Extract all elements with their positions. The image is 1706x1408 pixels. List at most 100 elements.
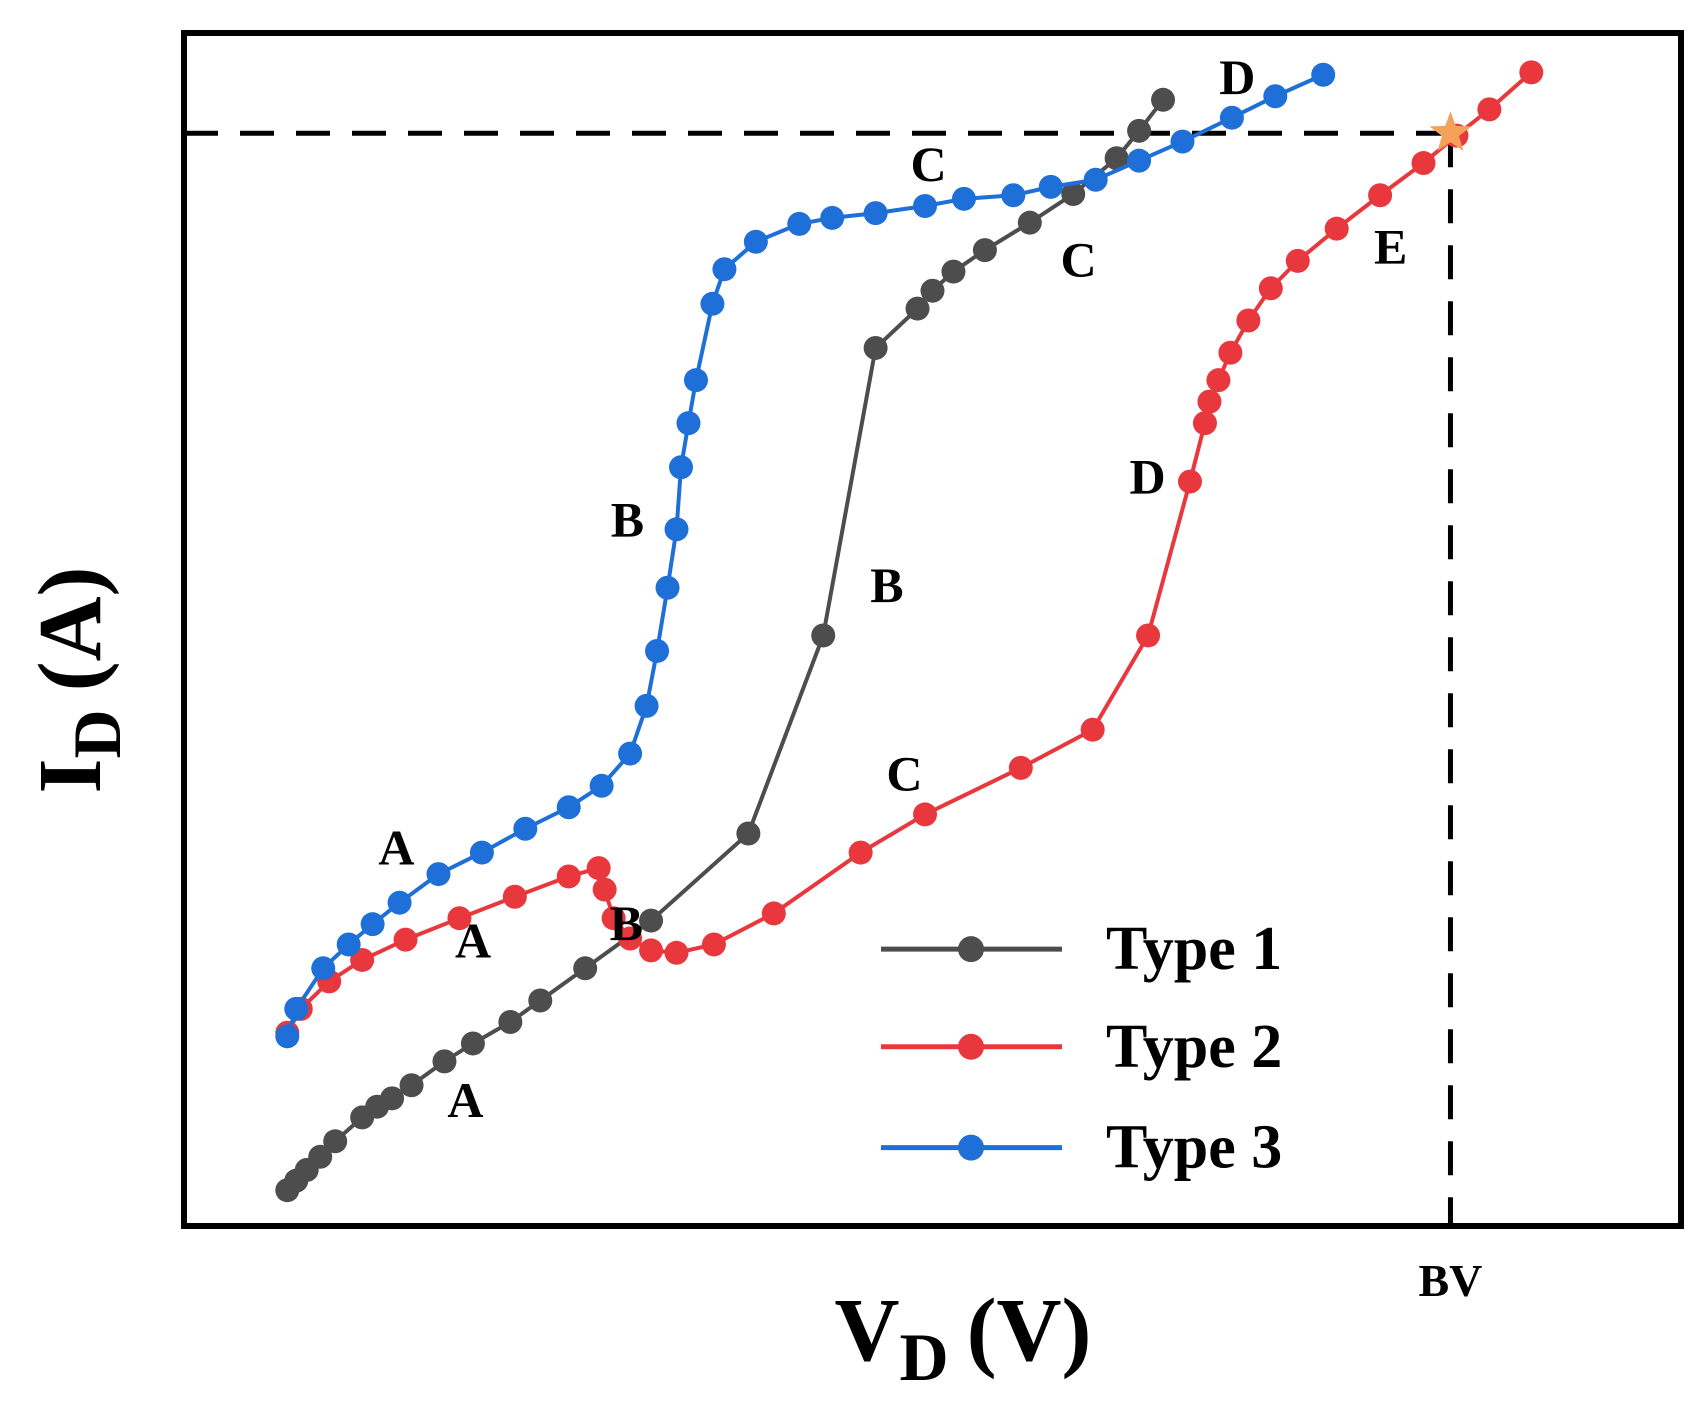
marker [460, 1031, 485, 1056]
y-axis-label: ID (A) [21, 566, 135, 793]
marker [1127, 118, 1152, 143]
plot-frame [181, 30, 1684, 1229]
annotation: A [455, 913, 491, 969]
marker [1083, 167, 1108, 192]
marker [387, 890, 412, 915]
marker [586, 856, 611, 881]
legend-marker [958, 1033, 984, 1060]
marker [664, 940, 689, 965]
annotation: A [378, 819, 414, 875]
marker [639, 938, 664, 963]
x-tick-label: BV [1419, 1255, 1483, 1306]
marker [1206, 368, 1231, 393]
marker [1236, 308, 1261, 333]
marker [811, 623, 836, 648]
annotation: C [886, 746, 922, 802]
marker [1263, 84, 1288, 109]
y-label-main: I [21, 759, 120, 794]
marker [1136, 623, 1161, 648]
x-label-main: V [834, 1281, 899, 1380]
marker [399, 1073, 424, 1098]
marker [1001, 183, 1026, 208]
legend-marker [958, 1134, 984, 1161]
marker [787, 211, 812, 236]
marker [618, 741, 643, 766]
marker [528, 988, 553, 1013]
bv-star [1429, 111, 1472, 152]
annotation: C [910, 136, 946, 192]
marker [863, 201, 888, 226]
annotation: B [870, 557, 903, 613]
marker [700, 291, 725, 316]
y-label-unit: (A) [21, 566, 120, 691]
x-axis-label: VD (V) [834, 1281, 1091, 1395]
marker [951, 186, 976, 211]
marker [1104, 146, 1129, 171]
marker [380, 1086, 405, 1111]
marker [1192, 411, 1217, 436]
marker [618, 926, 643, 951]
marker [308, 1144, 333, 1169]
marker [1411, 151, 1436, 176]
marker [513, 816, 538, 841]
marker [360, 912, 385, 937]
marker [683, 368, 708, 393]
marker [275, 1024, 300, 1049]
marker [761, 901, 786, 926]
legend-label: Type 1 [1106, 915, 1282, 983]
x-label-sub: D [899, 1319, 948, 1395]
marker [712, 257, 737, 282]
marker [913, 193, 938, 218]
marker [743, 229, 768, 254]
marker [592, 877, 617, 902]
marker [669, 455, 694, 480]
marker [664, 517, 689, 542]
marker [645, 638, 670, 663]
marker [1017, 210, 1042, 235]
marker [1519, 60, 1544, 85]
marker [1151, 87, 1176, 112]
series-line [285, 70, 1533, 1034]
annotation: C [1061, 231, 1097, 287]
marker [848, 840, 873, 865]
marker [1258, 276, 1283, 301]
marker [432, 1049, 457, 1074]
x-label-unit: (V) [967, 1281, 1092, 1380]
marker [913, 802, 938, 827]
marker [350, 947, 375, 972]
legend-label: Type 3 [1106, 1114, 1282, 1182]
marker [1038, 174, 1063, 199]
marker [634, 693, 659, 718]
marker [1477, 97, 1502, 122]
marker [1324, 216, 1349, 241]
marker [905, 296, 930, 321]
legend-label: Type 2 [1106, 1013, 1282, 1081]
marker [941, 259, 966, 284]
marker [639, 908, 664, 933]
marker [1197, 389, 1222, 414]
marker [556, 795, 581, 820]
marker [972, 238, 997, 263]
marker [556, 864, 581, 889]
marker [1177, 469, 1202, 494]
marker [1368, 183, 1393, 208]
marker [502, 884, 527, 909]
marker [426, 862, 451, 887]
marker [1061, 182, 1086, 207]
marker [336, 932, 361, 957]
marker [1285, 248, 1310, 273]
marker [863, 335, 888, 360]
marker [469, 840, 494, 865]
marker [1219, 105, 1244, 130]
marker [676, 411, 701, 436]
marker [447, 906, 472, 931]
marker [311, 956, 336, 981]
annotation: B [611, 492, 644, 548]
annotation: D [1129, 448, 1165, 504]
marker [498, 1009, 523, 1034]
annotation: B [610, 895, 643, 951]
marker [701, 932, 726, 957]
marker [589, 773, 614, 798]
marker [1080, 717, 1105, 742]
